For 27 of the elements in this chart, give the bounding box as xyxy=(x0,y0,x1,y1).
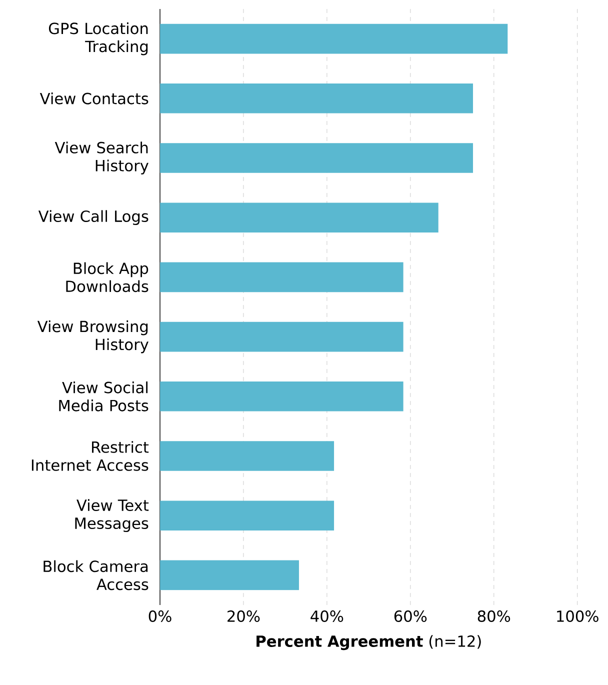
y-tick-label: View Browsing History xyxy=(37,320,148,354)
x-tick-label: 80% xyxy=(478,610,510,622)
x-tick-label: 60% xyxy=(394,610,427,622)
bar xyxy=(160,262,404,292)
bar xyxy=(160,560,299,590)
bar xyxy=(160,441,334,471)
bar xyxy=(160,24,508,54)
y-tick-label: View Contacts xyxy=(40,92,148,104)
y-tick-label: Restrict Internet Access xyxy=(32,441,149,471)
bar xyxy=(160,322,404,352)
y-tick-label: View Search History xyxy=(54,142,148,174)
x-tick-label: 100% xyxy=(557,610,598,622)
y-tick-label: View Social Media Posts xyxy=(59,381,148,412)
x-tick-label: 40% xyxy=(310,610,344,622)
bar xyxy=(160,500,334,530)
y-tick-label: View Call Logs xyxy=(38,210,148,226)
bar xyxy=(160,83,473,114)
x-tick-label: 0% xyxy=(148,610,172,622)
bar xyxy=(160,382,404,412)
x-tick-label: 20% xyxy=(228,610,260,622)
bar xyxy=(160,202,438,232)
y-tick-label: Block Camera Access xyxy=(44,560,148,590)
y-tick-label: View Text Messages xyxy=(75,499,149,532)
y-tick-label: GPS Location Tracking xyxy=(48,22,148,56)
y-tick-label: Block App Downloads xyxy=(66,262,148,292)
bar xyxy=(160,143,473,173)
x-axis-title: Percent Agreement (n=12) xyxy=(256,635,481,650)
